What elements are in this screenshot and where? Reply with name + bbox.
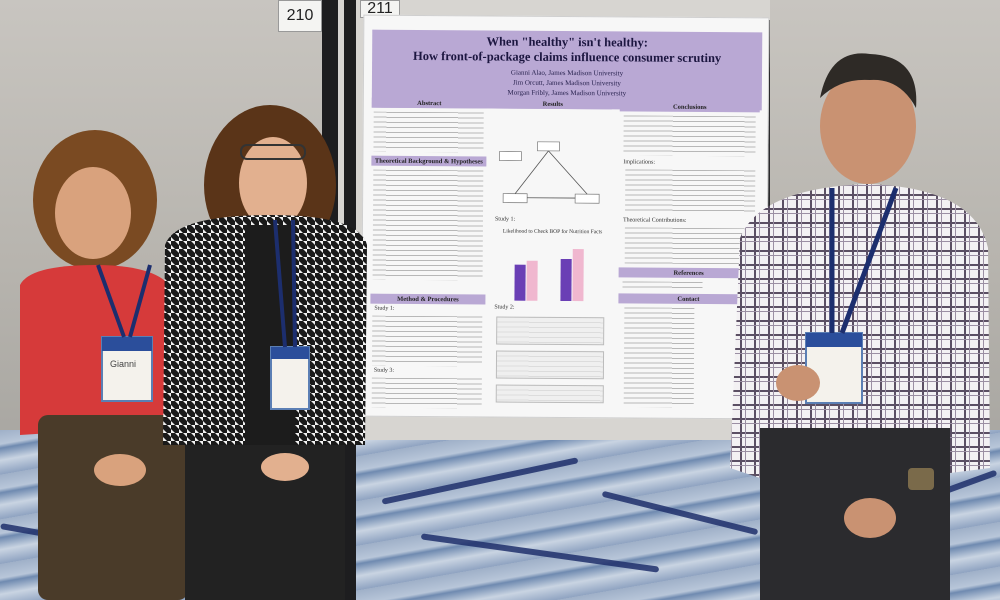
chart-bar <box>572 249 584 302</box>
person-left-presenter: Gianni <box>20 130 188 600</box>
results-study2-label: Study 2: <box>494 304 515 311</box>
methods-text <box>371 315 483 367</box>
section-abstract-header: Abstract <box>371 97 487 109</box>
booth-number-tag: 210 <box>278 0 322 32</box>
results-table <box>496 316 605 346</box>
results-study1-label: Study 1: <box>494 216 516 223</box>
results-chart-title: Likelihood to Check BOP for Nutrition Fa… <box>502 228 603 236</box>
conceptual-model-diagram <box>499 141 600 204</box>
contributions-label: Theoretical Contributions: <box>622 217 687 224</box>
methods-study1-label: Study 1: <box>374 305 395 312</box>
poster-subtitle: How front-of-package claims influence co… <box>412 48 722 66</box>
section-methods-header: Method & Procedures <box>370 293 486 305</box>
methods-study3-label: Study 3: <box>373 367 395 374</box>
name-badge-text: Gianni <box>110 359 136 369</box>
research-poster: When "healthy" isn't healthy: How front-… <box>360 14 770 420</box>
person-right-presenter <box>730 53 990 600</box>
booth-number-tag: 211 <box>360 0 400 18</box>
results-table <box>495 384 604 404</box>
results-bar-chart <box>502 239 602 302</box>
abstract-text <box>373 111 484 153</box>
section-theory-header: Theoretical Background & Hypotheses <box>371 155 487 167</box>
results-table <box>495 350 605 380</box>
theory-text <box>372 169 484 281</box>
chart-bar <box>514 264 526 301</box>
contact-text <box>623 307 695 408</box>
methods-text-2 <box>371 377 482 409</box>
chart-bar <box>560 258 572 302</box>
person-middle-presenter <box>163 105 367 600</box>
implications-label: Implications: <box>623 159 656 166</box>
references-text <box>622 281 703 290</box>
chart-bar <box>526 260 538 301</box>
section-results-header: Results <box>493 98 612 110</box>
